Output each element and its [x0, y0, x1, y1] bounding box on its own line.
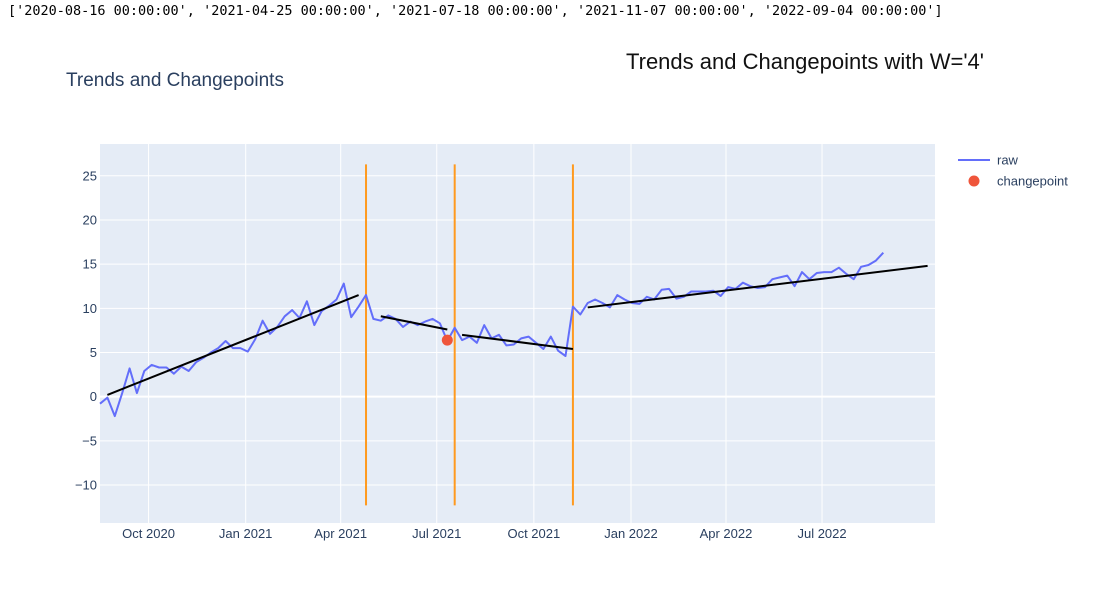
- overlay-title: Trends and Changepoints with W='4': [626, 49, 984, 74]
- grid-layer: [100, 144, 935, 523]
- x-tick-label: Apr 2021: [314, 526, 367, 541]
- changepoint-dates-text: ['2020-08-16 00:00:00', '2021-04-25 00:0…: [8, 3, 943, 19]
- chart-title: Trends and Changepoints: [66, 70, 284, 91]
- y-tick-label: 25: [83, 168, 97, 183]
- changepoint-vlines: [365, 164, 574, 506]
- y-tick-label: 20: [83, 212, 97, 227]
- legend[interactable]: raw changepoint: [958, 153, 1068, 189]
- x-tick-label: Jul 2022: [797, 526, 846, 541]
- changepoint-marker[interactable]: [441, 334, 453, 346]
- x-tick-label: Apr 2022: [700, 526, 753, 541]
- trend-segment: [587, 264, 928, 309]
- y-tick-label: −10: [75, 478, 97, 493]
- trend-segment: [107, 294, 359, 396]
- legend-raw-label: raw: [997, 153, 1019, 168]
- legend-item-raw[interactable]: raw: [958, 153, 1019, 168]
- legend-item-changepoint[interactable]: changepoint: [968, 174, 1069, 189]
- y-tick-label: 10: [83, 301, 97, 316]
- trend-lines: [107, 264, 928, 396]
- y-tick-label: 5: [90, 345, 97, 360]
- x-tick-label: Jan 2021: [219, 526, 273, 541]
- x-tick-label: Jan 2022: [604, 526, 658, 541]
- x-tick-label: Oct 2020: [122, 526, 175, 541]
- x-tick-label: Oct 2021: [507, 526, 560, 541]
- plot-area[interactable]: [100, 144, 935, 523]
- y-tick-label: 15: [83, 257, 97, 272]
- y-tick-label: 0: [90, 389, 97, 404]
- legend-changepoint-swatch: [968, 175, 980, 187]
- changepoint-markers: [441, 334, 453, 346]
- x-axis-ticks: Oct 2020 Jan 2021 Apr 2021 Jul 2021 Oct 2021…: [122, 526, 846, 541]
- trend-segment: [380, 315, 448, 331]
- legend-changepoint-label: changepoint: [997, 174, 1068, 189]
- y-axis-ticks: −10 −5 0 5 10 15 20 25: [75, 168, 97, 492]
- trend-segment: [461, 333, 574, 350]
- y-tick-label: −5: [82, 433, 97, 448]
- x-tick-label: Jul 2021: [412, 526, 461, 541]
